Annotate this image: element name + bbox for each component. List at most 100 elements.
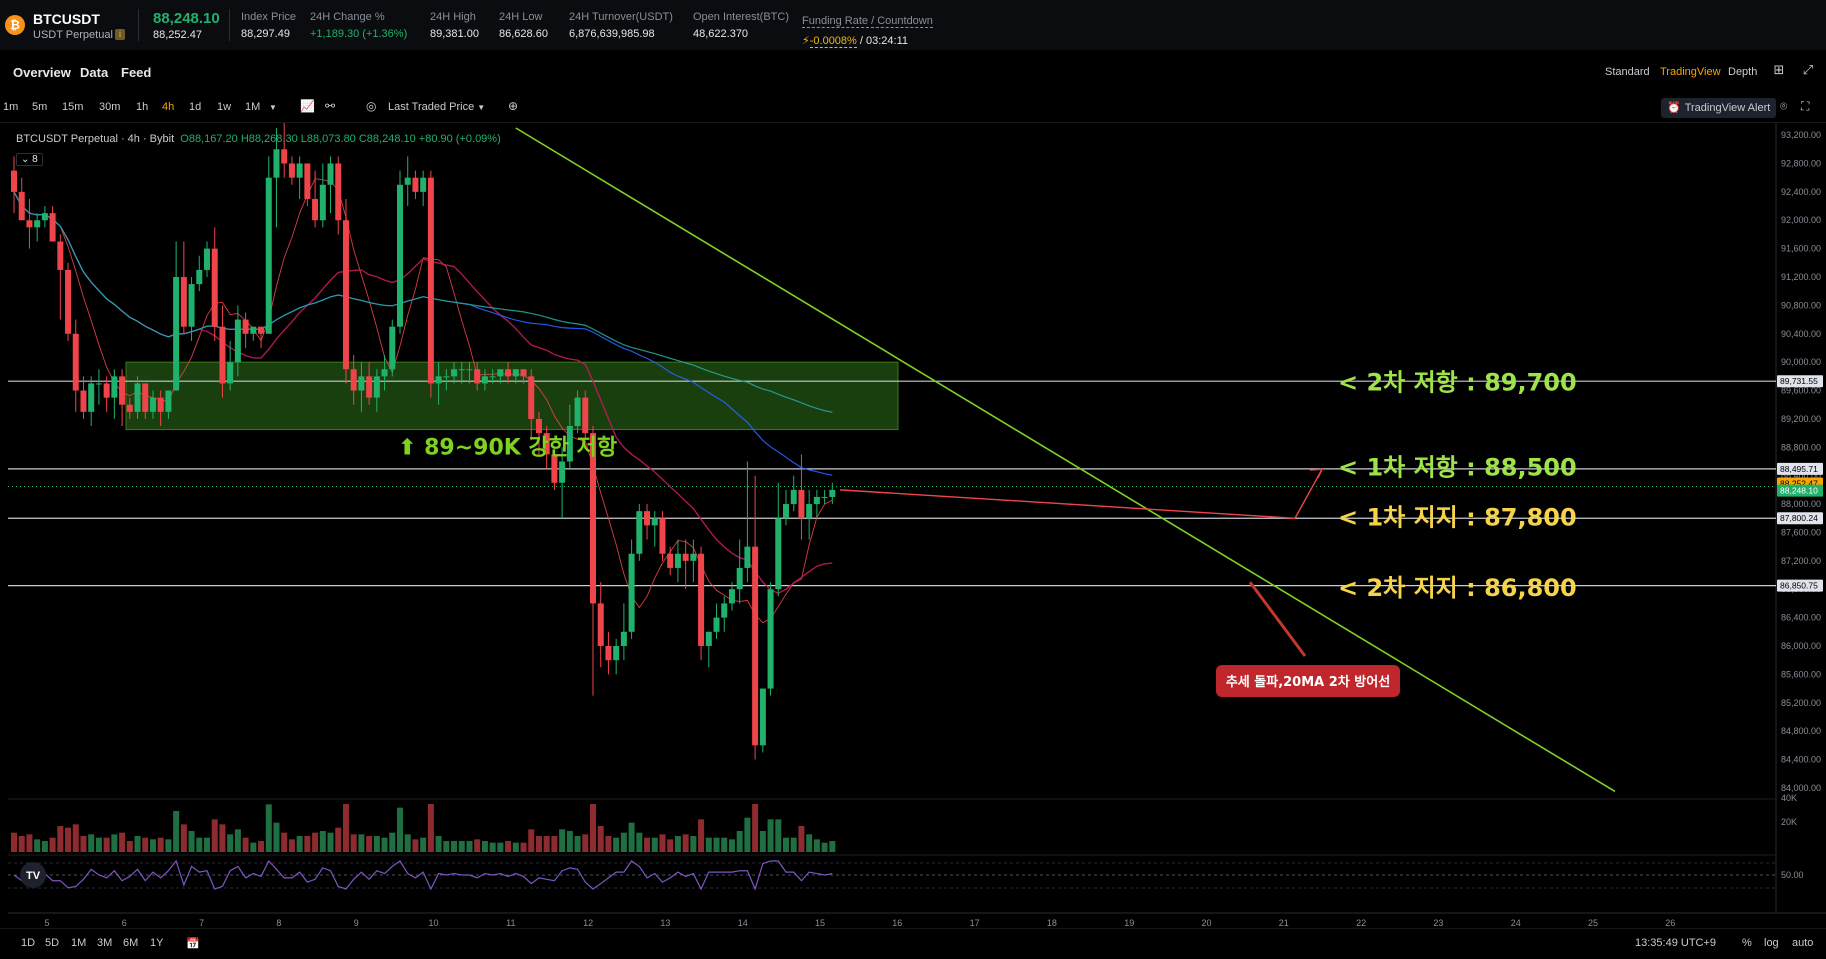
view-standard[interactable]: Standard: [1605, 66, 1650, 78]
stat-value: 89,381.00: [430, 28, 479, 40]
volume-bar: [821, 842, 828, 852]
timeframe-1h[interactable]: 1h: [136, 101, 149, 113]
funding-rate: -0.0008%: [809, 35, 857, 48]
candle-body: [366, 376, 373, 398]
candle-body: [721, 603, 728, 618]
timeframe-1w[interactable]: 1w: [217, 101, 232, 113]
ticker-bar: ₿ BTCUSDT USDT Perpetual i 88,248.10 88,…: [0, 0, 1826, 51]
timeframe-1d[interactable]: 1d: [189, 101, 202, 113]
volume-bar: [435, 836, 442, 852]
range-6m[interactable]: 6M: [123, 937, 139, 949]
symbol-name[interactable]: BTCUSDT: [33, 11, 100, 27]
volume-bar: [767, 819, 774, 852]
range-3m[interactable]: 3M: [97, 937, 113, 949]
volume-bar: [242, 837, 249, 852]
price-tick-label: 89,200.00: [1781, 414, 1821, 424]
range-1m[interactable]: 1M: [71, 937, 87, 949]
date-tick-label: 23: [1433, 918, 1443, 928]
calendar-icon[interactable]: 📅: [186, 938, 200, 950]
volume-bar: [628, 822, 635, 852]
candle-body: [474, 369, 481, 384]
price-source-select[interactable]: Last Traded Price ▼: [388, 101, 485, 113]
chevron-down-icon[interactable]: ▼: [269, 103, 277, 112]
volume-bar: [613, 837, 620, 852]
date-tick-label: 8: [276, 918, 281, 928]
drawing-tools-icon[interactable]: ⚯: [325, 99, 336, 113]
date-tick-label: 21: [1279, 918, 1289, 928]
timeframe-1M[interactable]: 1M: [245, 101, 261, 113]
candle-body: [427, 177, 434, 384]
volume-bar: [412, 839, 419, 852]
settings-icon[interactable]: ◎: [366, 99, 377, 113]
divider: [138, 9, 139, 41]
volume-bar: [775, 819, 782, 852]
date-tick-label: 26: [1665, 918, 1675, 928]
candle-body: [783, 504, 789, 519]
candle-body: [806, 504, 813, 519]
fullscreen-icon[interactable]: ⛶: [1801, 99, 1810, 113]
stat-value: 86,628.60: [499, 28, 548, 40]
volume-bar: [335, 827, 342, 852]
tab-data[interactable]: Data: [80, 65, 109, 80]
turnover-stat: 24H Turnover(USDT) 6,876,639,985.98: [569, 11, 673, 40]
trend-line: [515, 127, 1616, 793]
callout-text: 추세 돌파,20MA 2차 방어선: [1226, 674, 1390, 690]
layout-grid-icon[interactable]: ⊞: [1773, 62, 1785, 77]
range-1y[interactable]: 1Y: [150, 937, 164, 949]
percent-toggle[interactable]: %: [1742, 937, 1752, 949]
view-depth[interactable]: Depth: [1728, 66, 1758, 78]
candle-body: [613, 645, 620, 661]
price-tag: [1777, 484, 1823, 497]
indicators-icon[interactable]: 📈: [300, 99, 315, 113]
chart-canvas[interactable]: < 2차 저항 : 89,700 < 1차 저항 : 88,500 < 1차 지지 …: [0, 123, 1826, 928]
range-1d[interactable]: 1D: [21, 937, 36, 949]
auto-toggle[interactable]: auto: [1792, 937, 1814, 949]
timeframe-1m[interactable]: 1m: [3, 101, 19, 113]
timeframe-30m[interactable]: 30m: [99, 101, 121, 113]
tradingview-logo-icon: [20, 862, 46, 888]
volume-bar: [404, 834, 411, 852]
volume-bar: [296, 836, 303, 852]
candle-body: [659, 518, 666, 554]
price-tick-label: 92,400.00: [1781, 187, 1821, 197]
timeframe-4h[interactable]: 4h: [162, 101, 175, 113]
stat-label: 24H Change %: [310, 11, 385, 23]
price-tick-label: 85,200.00: [1781, 698, 1821, 708]
view-tradingview[interactable]: TradingView: [1660, 66, 1721, 78]
range-5d[interactable]: 5D: [45, 937, 60, 949]
candle-body: [497, 369, 504, 377]
tab-feed[interactable]: Feed: [121, 65, 152, 80]
volume-bar: [605, 836, 612, 852]
volume-bar: [713, 837, 720, 852]
price-tick-label: 92,000.00: [1781, 215, 1821, 225]
volume-bar: [234, 829, 241, 852]
volume-bar: [95, 837, 102, 852]
chart-area[interactable]: < 2차 저항 : 89,700 < 1차 저항 : 88,500 < 1차 지지 …: [0, 123, 1826, 928]
bottom-bar: 1D 5D 1M 3M 6M 1Y 📅 13:35:49 UTC+9 % log…: [0, 928, 1826, 959]
expand-icon[interactable]: ⤢: [1802, 62, 1814, 77]
candle-body: [535, 418, 542, 434]
tradingview-alert-button[interactable]: ⏰ TradingView Alert: [1661, 98, 1777, 118]
timeframe-5m[interactable]: 5m: [32, 101, 48, 113]
volume-bar: [667, 839, 674, 852]
volume-bar: [543, 836, 550, 852]
price-tick-label: 90,400.00: [1781, 329, 1821, 339]
add-icon[interactable]: ⊕: [508, 99, 519, 113]
candle-body: [373, 376, 380, 398]
lightning-icon: ⚡: [802, 35, 810, 47]
info-icon[interactable]: i: [115, 29, 125, 40]
price-tag: [1777, 512, 1823, 525]
volume-bar: [397, 807, 403, 852]
chevron-down-icon: ⌄: [21, 154, 30, 165]
indicator-collapse-button[interactable]: ⌄ 8: [16, 153, 43, 166]
candle-body: [389, 326, 396, 370]
date-tick-label: 19: [1124, 918, 1134, 928]
price-tag: [1777, 462, 1823, 475]
log-toggle[interactable]: log: [1764, 937, 1779, 949]
projection-path: [839, 468, 1323, 519]
timeframe-15m[interactable]: 15m: [62, 101, 84, 113]
camera-icon[interactable]: ⌾: [1780, 99, 1788, 113]
high-stat: 24H High 89,381.00: [430, 11, 479, 40]
funding-stat[interactable]: Funding Rate / Countdown ⚡-0.0008% / 03:…: [802, 11, 933, 48]
tab-overview[interactable]: Overview: [13, 65, 71, 80]
